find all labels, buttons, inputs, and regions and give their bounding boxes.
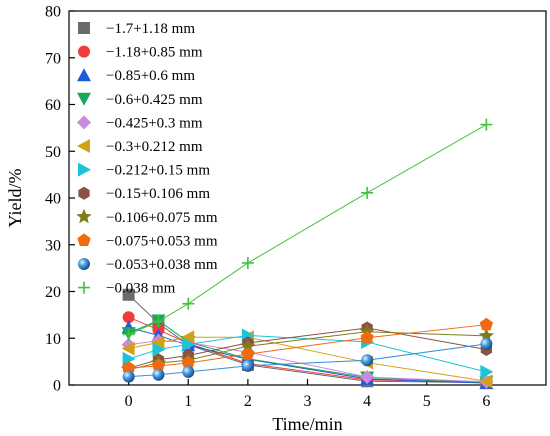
- legend-item: −0.3+0.212 mm: [77, 139, 203, 155]
- legend-marker: [78, 258, 90, 270]
- data-point: [151, 335, 165, 350]
- data-point: [479, 317, 494, 331]
- data-point: [152, 342, 166, 357]
- series-3: [121, 320, 494, 390]
- legend-item: −0.15+0.106 mm: [78, 186, 210, 202]
- y-tick-label: 80: [45, 4, 61, 21]
- data-point: [182, 337, 196, 352]
- data-point: [152, 315, 165, 328]
- data-point: [241, 359, 254, 372]
- data-point: [360, 370, 375, 385]
- legend-item: −1.18+0.85 mm: [78, 45, 203, 61]
- legend-label: −0.85+0.6 mm: [106, 68, 195, 84]
- y-tick-label: 70: [45, 50, 61, 67]
- y-tick-label: 50: [45, 144, 61, 161]
- x-tick-label: 0: [125, 393, 133, 410]
- x-tick-label: 6: [482, 393, 490, 410]
- data-point: [478, 327, 494, 343]
- y-tick-label: 40: [45, 191, 61, 208]
- legend-marker: [78, 22, 90, 34]
- legend-label: −0.038 mm: [106, 281, 176, 297]
- y-axis-title: Yield/%: [5, 169, 25, 228]
- legend-item: −0.425+0.3 mm: [77, 115, 203, 131]
- legend-item: −1.7+1.18 mm: [78, 21, 195, 37]
- legend-item: −0.85+0.6 mm: [77, 68, 195, 84]
- data-point: [122, 288, 135, 301]
- data-point: [241, 256, 254, 269]
- legend-label: −0.425+0.3 mm: [106, 115, 203, 131]
- data-point: [241, 347, 255, 360]
- series-line: [128, 124, 487, 335]
- x-tick-label: 3: [304, 393, 312, 410]
- data-point: [182, 365, 195, 378]
- data-point: [121, 361, 136, 374]
- y-tick-label: 0: [53, 378, 61, 395]
- legend-marker: [78, 186, 90, 200]
- x-tick-label: 1: [184, 393, 192, 410]
- legend-label: −1.18+0.85 mm: [106, 45, 203, 61]
- data-point: [122, 370, 135, 383]
- x-tick-label: 2: [244, 393, 252, 410]
- legend: −1.7+1.18 mm −1.18+0.85 mm −0.85+0.6 mm −0.…: [76, 21, 218, 297]
- legend-item: −0.038 mm: [78, 281, 176, 297]
- data-point: [122, 351, 136, 366]
- data-point: [122, 311, 135, 324]
- legend-label: −0.106+0.075 mm: [106, 210, 218, 226]
- data-point: [360, 330, 374, 344]
- legend-label: −0.3+0.212 mm: [106, 139, 203, 155]
- legend-marker: [78, 45, 90, 58]
- legend-marker: [78, 281, 90, 294]
- data-point: [361, 186, 374, 199]
- data-point: [480, 118, 493, 131]
- legend-item: −0.212+0.15 mm: [78, 162, 210, 179]
- legend-item: −0.075+0.053 mm: [77, 233, 218, 249]
- y-tick-label: 60: [45, 97, 61, 114]
- y-tick-label: 20: [45, 284, 61, 301]
- data-point: [122, 328, 135, 341]
- series-layer: [121, 118, 494, 390]
- series-7: [122, 328, 494, 379]
- legend-marker: [77, 115, 91, 130]
- legend-marker: [77, 233, 91, 247]
- series-4: [121, 314, 494, 390]
- data-point: [121, 341, 135, 356]
- data-point: [480, 337, 493, 350]
- series-10: [121, 317, 494, 374]
- legend-item: −0.6+0.425 mm: [77, 92, 203, 108]
- series-line: [128, 327, 487, 384]
- data-point: [152, 368, 165, 381]
- y-tick-label: 30: [45, 237, 61, 254]
- data-point: [151, 358, 166, 372]
- x-axis-title: Time/min: [272, 414, 342, 434]
- data-point: [480, 364, 494, 379]
- series-11: [122, 337, 493, 383]
- legend-item: −0.053+0.038 mm: [78, 257, 218, 273]
- data-point: [181, 330, 195, 345]
- x-tick-label: 4: [363, 393, 371, 410]
- legend-marker: [78, 162, 91, 177]
- data-point: [240, 338, 256, 353]
- legend-label: −0.075+0.053 mm: [106, 233, 218, 249]
- series-12: [122, 118, 493, 341]
- legend-marker: [77, 92, 91, 106]
- legend-label: −0.15+0.106 mm: [106, 186, 210, 202]
- legend-marker: [76, 208, 92, 224]
- legend-marker: [77, 139, 90, 153]
- data-point: [479, 374, 493, 389]
- legend-marker: [77, 68, 91, 82]
- legend-label: −0.053+0.038 mm: [106, 257, 218, 273]
- legend-label: −0.6+0.425 mm: [106, 92, 203, 108]
- data-point: [181, 356, 195, 369]
- data-point: [361, 354, 374, 367]
- legend-item: −0.106+0.075 mm: [76, 208, 218, 226]
- series-8: [123, 321, 492, 375]
- data-point: [182, 297, 195, 310]
- y-tick-label: 10: [45, 331, 61, 348]
- x-tick-label: 5: [423, 393, 431, 410]
- legend-label: −0.212+0.15 mm: [106, 163, 210, 179]
- legend-label: −1.7+1.18 mm: [106, 21, 195, 37]
